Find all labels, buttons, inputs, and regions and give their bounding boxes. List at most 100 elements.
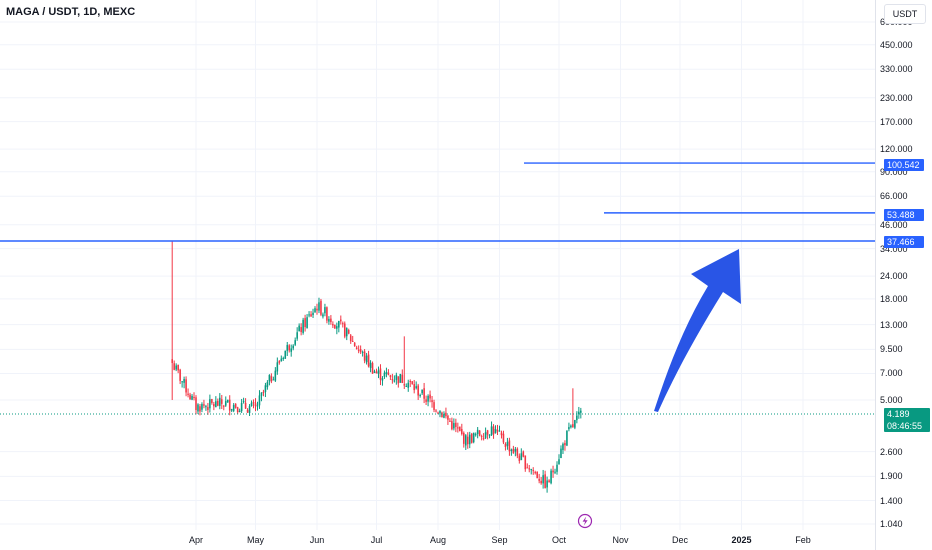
- candle-body: [195, 397, 197, 411]
- candle-body: [508, 440, 511, 452]
- price-tick: 450.000: [880, 39, 913, 50]
- candle-body: [300, 327, 302, 333]
- candle-body: [558, 459, 560, 465]
- candle-body: [328, 318, 330, 322]
- lightning-glyph: [582, 516, 588, 526]
- time-tick: Apr: [188, 535, 204, 545]
- candle-body: [572, 424, 574, 428]
- candle-body: [185, 379, 187, 393]
- price-tick: 7.000: [880, 368, 903, 379]
- candle-body: [524, 455, 527, 470]
- candle-body: [470, 433, 473, 443]
- candle-body: [532, 470, 535, 472]
- candle-body: [566, 430, 568, 446]
- candle-body: [449, 420, 451, 422]
- candle-body: [322, 314, 324, 317]
- candle-body: [534, 472, 536, 474]
- candle-body: [548, 480, 550, 483]
- candle-body: [504, 443, 507, 447]
- price-tick: 1.040: [880, 519, 903, 529]
- candle-body: [433, 402, 435, 410]
- candle-body: [443, 414, 445, 418]
- candle-body: [284, 350, 287, 359]
- up-arrow-drawing[interactable]: [654, 249, 741, 412]
- candle-body: [238, 410, 241, 413]
- candle-body: [363, 351, 366, 361]
- candle-body: [462, 432, 465, 444]
- level-badge-1: 100.542: [884, 159, 924, 171]
- candle-body: [294, 340, 296, 345]
- candle-body: [312, 312, 314, 316]
- candle-body: [399, 373, 402, 383]
- candle-body: [296, 332, 298, 339]
- time-tick: May: [246, 535, 265, 545]
- candle-body: [343, 323, 346, 337]
- candle-body: [383, 372, 386, 377]
- candle-body: [377, 370, 380, 374]
- lightning-icon[interactable]: [577, 513, 593, 529]
- price-tick: 2.600: [880, 446, 903, 457]
- candle-body: [264, 385, 267, 392]
- candle-body: [324, 307, 326, 314]
- price-tick: 1.400: [880, 495, 903, 506]
- candle-body: [488, 434, 491, 436]
- candle-body: [250, 402, 253, 407]
- price-tick: 18.000: [880, 293, 908, 304]
- candle-body: [536, 471, 538, 479]
- candle-body: [409, 381, 412, 383]
- price-tick: 46.000: [880, 219, 908, 230]
- candle-body: [431, 400, 433, 403]
- candle-body: [478, 430, 481, 436]
- candle-body: [175, 365, 177, 370]
- candle-body: [347, 330, 350, 334]
- candle-body: [397, 376, 400, 384]
- candle-body: [371, 363, 374, 374]
- candle-body: [375, 371, 378, 374]
- candle-body: [197, 404, 199, 412]
- candle-body: [258, 395, 261, 406]
- candle-body: [308, 314, 310, 316]
- candle-body: [171, 359, 173, 364]
- currency-button[interactable]: USDT: [884, 4, 926, 24]
- candle-body: [447, 415, 449, 420]
- candle-body: [492, 426, 495, 435]
- candle-body: [351, 340, 354, 342]
- candle-body: [353, 342, 356, 347]
- candle-body: [464, 435, 467, 446]
- candle-body: [459, 426, 461, 431]
- candle-body: [242, 401, 245, 403]
- candle-body: [365, 355, 368, 363]
- candle-body: [411, 381, 414, 385]
- candle-body: [466, 436, 469, 445]
- time-tick: Nov: [612, 535, 629, 545]
- candle-body: [345, 328, 348, 337]
- candle-body: [298, 325, 300, 332]
- candle-body: [461, 429, 463, 435]
- candle-body: [207, 407, 209, 410]
- candle-body: [425, 399, 427, 402]
- price-tick: 24.000: [880, 271, 908, 282]
- candle-body: [419, 394, 421, 396]
- candle-body: [484, 432, 487, 438]
- last-price-badge: 4.189 08:46:55: [884, 408, 930, 432]
- candle-body: [199, 406, 201, 412]
- candle-body: [266, 382, 269, 388]
- candle-body: [278, 361, 281, 363]
- candle-body: [240, 402, 243, 412]
- candle-body: [220, 399, 223, 404]
- price-axis[interactable]: [875, 0, 932, 550]
- candle-body: [361, 351, 364, 353]
- candle-body: [222, 405, 225, 407]
- candle-body: [304, 318, 306, 328]
- candle-body: [177, 364, 179, 371]
- candle-body: [262, 391, 265, 393]
- price-tick: 90.000: [880, 166, 908, 177]
- candle-body: [179, 369, 181, 381]
- price-tick: 66.000: [880, 191, 908, 202]
- price-tick: 13.000: [880, 319, 908, 330]
- price-tick: 120.000: [880, 144, 913, 155]
- symbol-title: MAGA / USDT, 1D, MEXC: [6, 6, 136, 18]
- candle-body: [340, 319, 342, 322]
- candle-body: [288, 345, 291, 351]
